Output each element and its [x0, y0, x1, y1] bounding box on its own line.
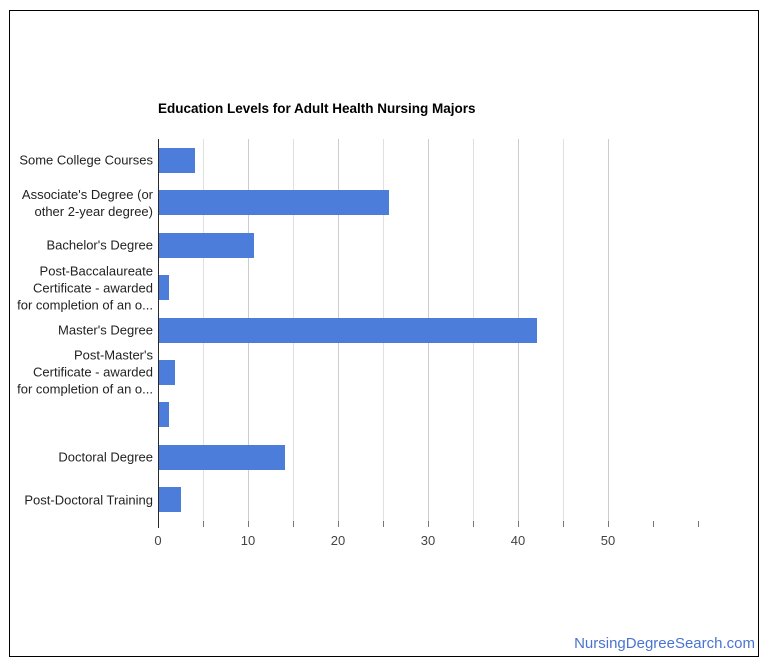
- category-label: Post-Master's Certificate - awarded for co…: [8, 347, 153, 398]
- y-axis-line: [158, 139, 159, 528]
- category-label-line: Post-Baccalaureate: [39, 263, 153, 279]
- category-label: Associate's Degree (or other 2-year degre…: [8, 186, 153, 220]
- x-axis-tick: [563, 521, 564, 527]
- category-label-line: other 2-year degree): [34, 203, 153, 219]
- category-label-line: Doctoral Degree: [58, 449, 153, 465]
- x-axis-tick: [203, 521, 204, 527]
- category-label-line: Certificate - awarded: [33, 280, 153, 296]
- x-axis-tick: [608, 521, 609, 527]
- category-label: Post-Baccalaureate Certificate - awarded f…: [8, 262, 153, 313]
- category-label: Master's Degree: [8, 322, 153, 339]
- x-tick-label: 40: [510, 533, 526, 548]
- x-axis-tick: [383, 521, 384, 527]
- category-label: Post-Doctoral Training: [8, 491, 153, 508]
- gridline-minor: [563, 139, 564, 521]
- x-axis-tick: [653, 521, 654, 527]
- x-tick-label: 10: [240, 533, 256, 548]
- x-axis-tick: [248, 521, 249, 527]
- bar: [159, 402, 169, 428]
- bar: [159, 275, 169, 301]
- x-axis-tick: [698, 521, 699, 527]
- bar: [159, 487, 181, 513]
- category-label-line: for completion of an o...: [17, 381, 153, 397]
- category-label-line: Some College Courses: [19, 152, 153, 168]
- category-label: Bachelor's Degree: [8, 237, 153, 254]
- chart-title: Education Levels for Adult Health Nursin…: [158, 101, 476, 116]
- category-label-line: Associate's Degree (or: [21, 186, 153, 202]
- x-axis-tick: [338, 521, 339, 527]
- gridline-major: [608, 139, 609, 521]
- category-label: Doctoral Degree: [8, 449, 153, 466]
- x-tick-label: 30: [420, 533, 436, 548]
- bar: [159, 317, 537, 343]
- bar: [159, 190, 389, 216]
- x-tick-label: 20: [330, 533, 346, 548]
- x-axis-tick: [473, 521, 474, 527]
- category-label-line: Bachelor's Degree: [46, 237, 153, 253]
- x-axis-tick: [518, 521, 519, 527]
- category-label: Some College Courses: [8, 152, 153, 169]
- x-axis-tick: [428, 521, 429, 527]
- footer-link[interactable]: NursingDegreeSearch.com: [574, 635, 755, 652]
- category-label-line: for completion of an o...: [17, 297, 153, 313]
- category-label-line: Post-Master's: [73, 347, 153, 363]
- bar: [159, 232, 255, 258]
- bar: [159, 359, 176, 385]
- category-label-line: Master's Degree: [58, 322, 153, 338]
- bar: [159, 147, 195, 173]
- x-tick-label: 0: [154, 533, 162, 548]
- category-label-line: Certificate - awarded: [33, 364, 153, 380]
- category-label-line: Post-Doctoral Training: [24, 492, 153, 508]
- bar: [159, 444, 285, 470]
- x-axis-tick: [293, 521, 294, 527]
- x-tick-label: 50: [600, 533, 616, 548]
